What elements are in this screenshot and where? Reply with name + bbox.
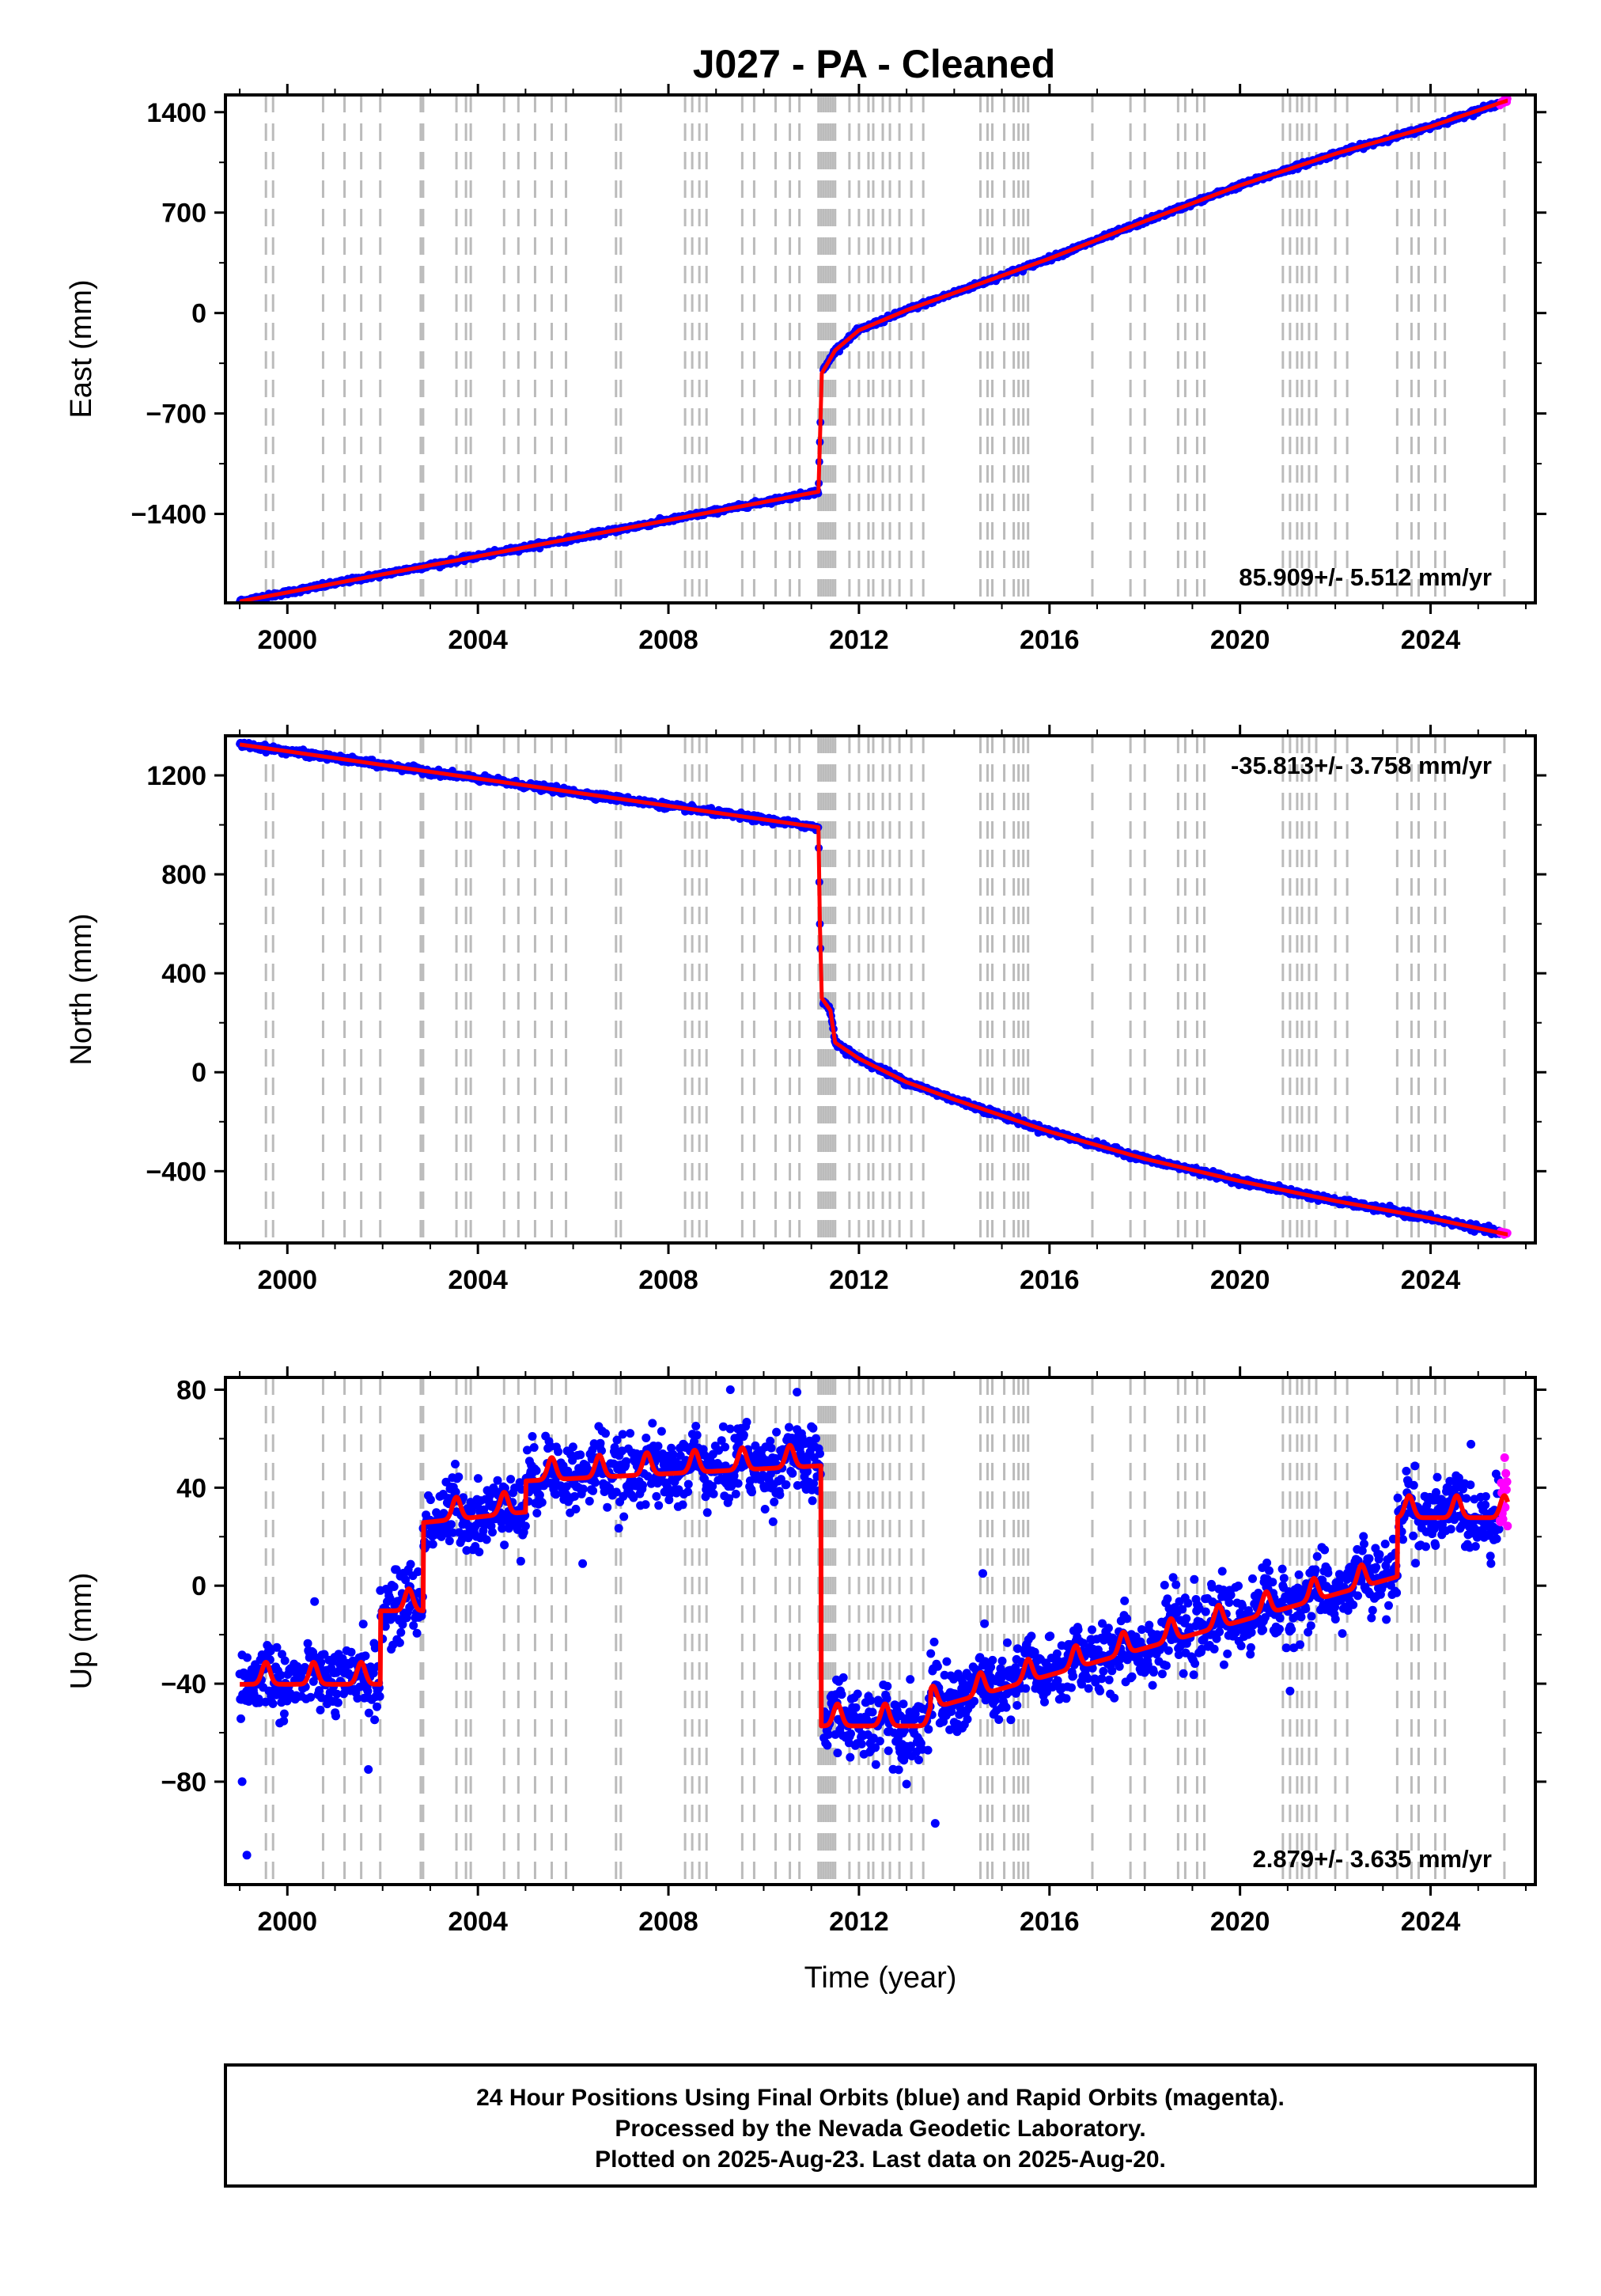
y-axis-label: East (mm) bbox=[65, 279, 98, 418]
x-tick-label: 2000 bbox=[257, 1265, 317, 1295]
y-tick-label: 800 bbox=[161, 860, 206, 890]
x-tick-label: 2000 bbox=[257, 625, 317, 655]
y-tick-label: 400 bbox=[161, 959, 206, 989]
panel-east: 1400 700 0 −700 −1400 2000 2004 2008 2012 2016 202… bbox=[65, 84, 1546, 655]
panels: 1400 700 0 −700 −1400 2000 2004 2008 2012 2016 202… bbox=[65, 84, 1546, 1995]
y-tick-label: −400 bbox=[146, 1157, 206, 1187]
x-tick-label: 2020 bbox=[1210, 625, 1270, 655]
x-tick-label: 2016 bbox=[1020, 625, 1080, 655]
x-tick-label: 2008 bbox=[638, 625, 698, 655]
y-tick-label: 0 bbox=[191, 299, 206, 329]
rate-label: -35.813+/- 3.758 mm/yr bbox=[1231, 752, 1492, 779]
x-tick-label: 2012 bbox=[829, 625, 889, 655]
plot-area-east bbox=[236, 95, 1512, 603]
y-tick-label: −1400 bbox=[131, 500, 207, 530]
data-point bbox=[268, 1699, 278, 1708]
plot-area-north bbox=[236, 736, 1512, 1243]
x-tick-label: 2020 bbox=[1210, 1265, 1270, 1295]
x-tick-label: 2004 bbox=[448, 625, 508, 655]
plot-frame bbox=[224, 93, 1537, 604]
x-tick-label: 2008 bbox=[638, 1265, 698, 1295]
y-axis-label: North (mm) bbox=[65, 913, 98, 1065]
panel-north: 1200 800 400 0 −400 2000 2004 2008 2012 2016 2020 2… bbox=[65, 725, 1546, 1295]
y-tick-label: 1200 bbox=[146, 761, 206, 791]
data-point bbox=[306, 1692, 316, 1702]
x-tick-label: 2024 bbox=[1401, 625, 1461, 655]
plot-area-up bbox=[235, 1377, 1512, 1885]
data-point bbox=[310, 1597, 320, 1606]
data-point bbox=[243, 1653, 252, 1662]
rate-label: 85.909+/- 5.512 mm/yr bbox=[1239, 563, 1492, 591]
model-fit-line bbox=[238, 98, 1509, 603]
y-tick-label: −700 bbox=[146, 400, 206, 430]
x-tick-label: 2004 bbox=[448, 1265, 508, 1295]
plot-frame bbox=[224, 734, 1537, 1245]
y-tick-label: 700 bbox=[161, 199, 206, 229]
data-point bbox=[279, 1709, 289, 1718]
x-tick-label: 2016 bbox=[1020, 1265, 1080, 1295]
data-point bbox=[316, 1705, 325, 1714]
x-tick-label: 2024 bbox=[1401, 1265, 1461, 1295]
data-point bbox=[280, 1656, 290, 1665]
y-tick-label: 0 bbox=[191, 1058, 206, 1088]
data-point bbox=[237, 1714, 245, 1723]
x-tick-label: 2012 bbox=[829, 1265, 889, 1295]
y-tick-label: 1400 bbox=[146, 98, 206, 128]
model-fit-line bbox=[238, 742, 1509, 1237]
chart-title: J027 - PA - Cleaned bbox=[693, 42, 1056, 86]
